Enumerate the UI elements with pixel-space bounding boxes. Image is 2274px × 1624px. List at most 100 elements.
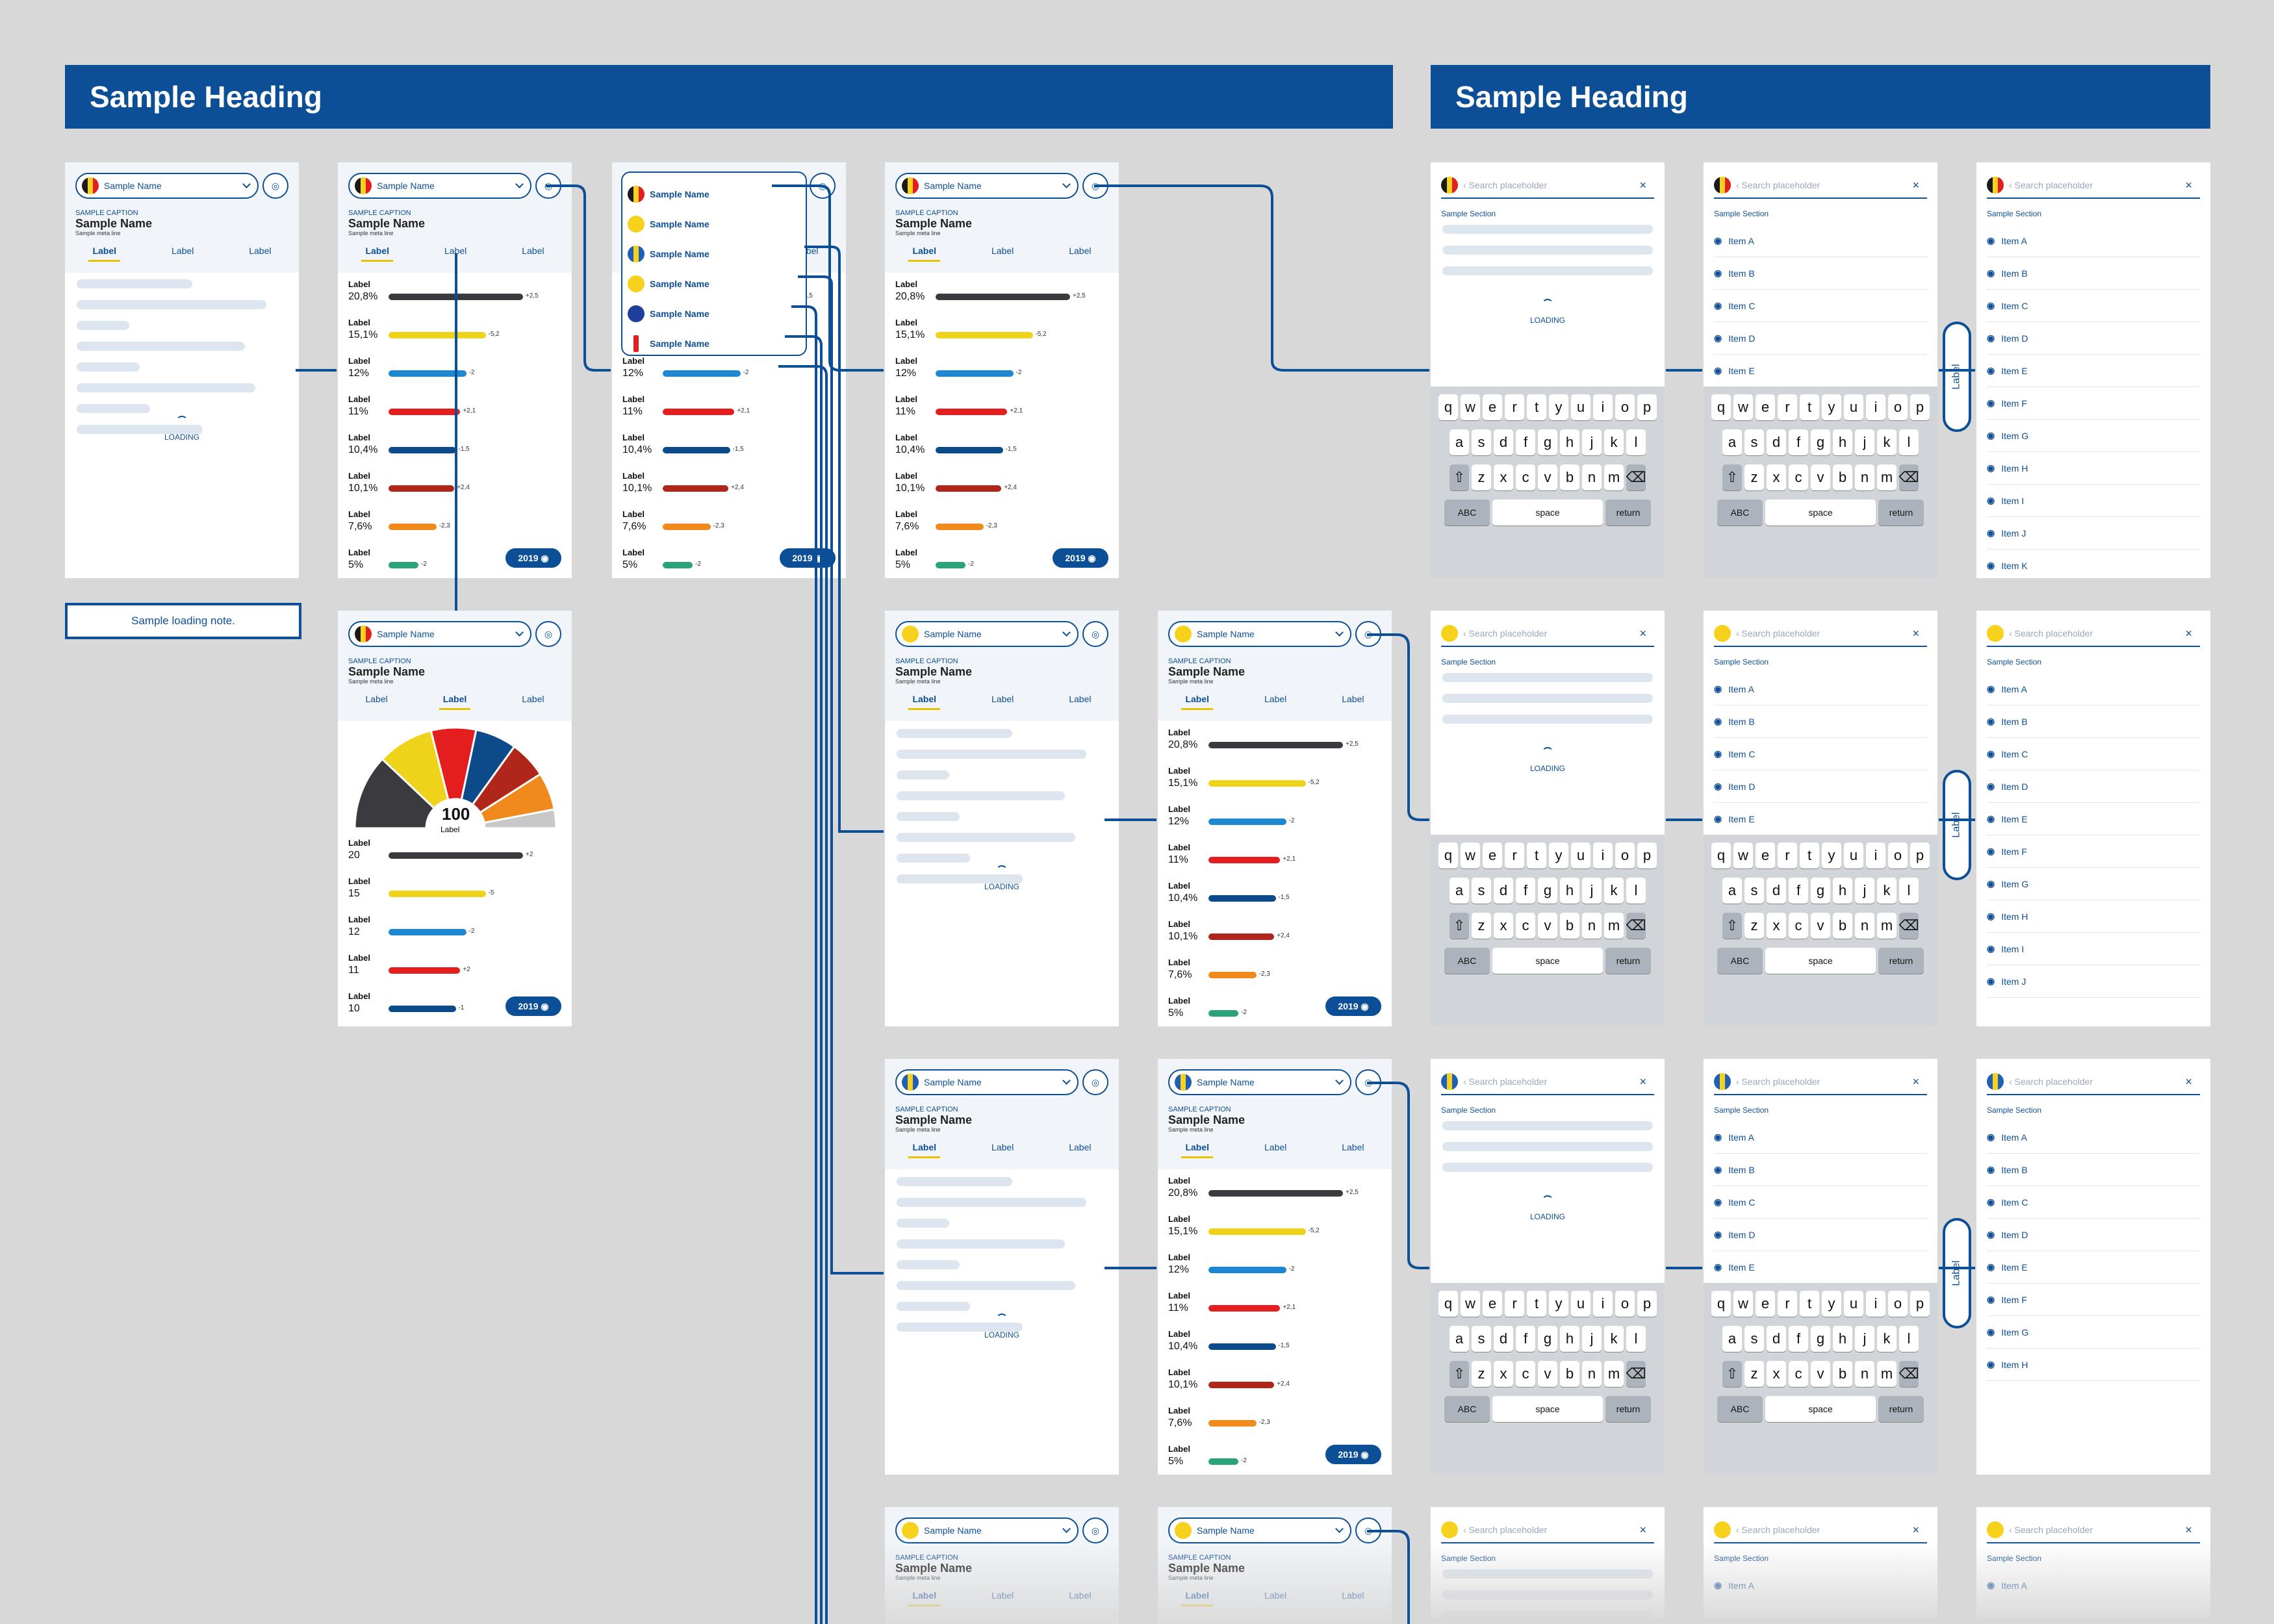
key[interactable]: c xyxy=(1789,913,1808,939)
key[interactable]: a xyxy=(1722,1326,1742,1352)
key[interactable]: e xyxy=(1483,394,1502,420)
key[interactable]: m xyxy=(1877,913,1897,939)
year-toggle-button[interactable]: 2019 ◉ xyxy=(505,996,561,1016)
list-item[interactable]: ◉ Item B xyxy=(1987,1154,2200,1186)
return-key[interactable]: return xyxy=(1878,1396,1924,1422)
key[interactable]: j xyxy=(1855,1326,1874,1352)
search-input[interactable]: ‹ Search placeholder × xyxy=(1987,621,2200,647)
abc-key[interactable]: ABC xyxy=(1717,1396,1763,1422)
key[interactable]: q xyxy=(1438,1291,1458,1317)
dropdown-option[interactable]: Sample Name xyxy=(628,179,800,209)
key[interactable]: e xyxy=(1483,843,1502,869)
tab-2[interactable]: Label xyxy=(522,246,544,256)
return-key[interactable]: return xyxy=(1605,1396,1651,1422)
key[interactable]: m xyxy=(1604,1361,1624,1387)
search-input[interactable]: ‹ Search placeholder × xyxy=(1987,173,2200,199)
year-toggle-button[interactable]: 2019 ◉ xyxy=(1325,1445,1381,1464)
key[interactable]: y xyxy=(1822,394,1841,420)
dropdown-option[interactable]: Sample Name xyxy=(628,209,800,239)
tab-0[interactable]: Label xyxy=(1181,694,1214,710)
key[interactable]: h xyxy=(1560,1326,1579,1352)
key[interactable]: g xyxy=(1811,878,1830,904)
list-item[interactable]: ◉ Item C xyxy=(1987,1186,2200,1219)
tab-0[interactable]: Label xyxy=(88,246,121,262)
year-toggle-button[interactable]: 2019 ◉ xyxy=(505,548,561,568)
key[interactable]: w xyxy=(1733,1291,1753,1317)
tab-2[interactable]: Label xyxy=(249,246,272,256)
tab-1[interactable]: Label xyxy=(991,1142,1014,1152)
key[interactable]: d xyxy=(1494,878,1513,904)
key[interactable]: v xyxy=(1538,913,1557,939)
return-key[interactable]: return xyxy=(1605,500,1651,526)
tab-2[interactable]: Label xyxy=(1069,1142,1092,1152)
parliament-select[interactable]: Sample Name xyxy=(895,1069,1079,1095)
key[interactable]: f xyxy=(1516,429,1535,455)
key[interactable]: r xyxy=(1505,843,1524,869)
key[interactable]: q xyxy=(1438,394,1458,420)
list-item[interactable]: ◉ Item H xyxy=(1987,1349,2200,1381)
key[interactable]: x xyxy=(1494,913,1513,939)
key[interactable]: x xyxy=(1767,464,1786,490)
list-item[interactable]: ◉ Item A xyxy=(1987,225,2200,257)
key[interactable]: f xyxy=(1789,878,1808,904)
close-icon[interactable]: × xyxy=(1912,1074,1919,1088)
key[interactable]: l xyxy=(1626,1326,1646,1352)
list-item[interactable]: ◉ Item G xyxy=(1987,868,2200,900)
search-input[interactable]: ‹ Search placeholder × xyxy=(1441,1069,1654,1095)
tab-0[interactable]: Label xyxy=(908,694,941,710)
list-item[interactable]: ◉ Item B xyxy=(1714,257,1927,290)
key[interactable]: q xyxy=(1438,843,1458,869)
parliament-select[interactable]: Sample Name xyxy=(1168,621,1351,647)
key[interactable]: u xyxy=(1571,843,1591,869)
list-item[interactable]: ◉ Item H xyxy=(1987,452,2200,485)
key[interactable]: s xyxy=(1472,429,1491,455)
key[interactable]: n xyxy=(1582,913,1602,939)
key[interactable]: d xyxy=(1767,878,1786,904)
key[interactable]: f xyxy=(1789,1326,1808,1352)
key[interactable]: b xyxy=(1560,1361,1579,1387)
parliament-select[interactable]: Sample Name xyxy=(1168,1069,1351,1095)
tab-1[interactable]: Label xyxy=(991,694,1014,704)
key[interactable]: u xyxy=(1844,394,1863,420)
key[interactable]: b xyxy=(1560,913,1579,939)
close-icon[interactable]: × xyxy=(1912,626,1919,640)
key[interactable]: e xyxy=(1756,1291,1775,1317)
search-input[interactable]: ‹ Search placeholder × xyxy=(1441,173,1654,199)
parliament-select[interactable]: Sample Name xyxy=(895,173,1079,199)
abc-key[interactable]: ABC xyxy=(1717,948,1763,974)
key[interactable]: i xyxy=(1866,1291,1885,1317)
key[interactable]: q xyxy=(1711,843,1731,869)
list-item[interactable]: ◉ Item A xyxy=(1714,1121,1927,1154)
tab-2[interactable]: Label xyxy=(1342,1142,1364,1152)
list-item[interactable]: ◉ Item C xyxy=(1714,738,1927,770)
search-input[interactable]: ‹ Search placeholder × xyxy=(1441,621,1654,647)
list-item[interactable]: ◉ Item D xyxy=(1987,322,2200,355)
key[interactable]: l xyxy=(1626,429,1646,455)
shift-key[interactable]: ⇧ xyxy=(1722,1361,1742,1387)
return-key[interactable]: return xyxy=(1605,948,1651,974)
key[interactable]: p xyxy=(1637,843,1657,869)
key[interactable]: i xyxy=(1866,843,1885,869)
key[interactable]: s xyxy=(1744,429,1764,455)
backspace-key[interactable]: ⌫ xyxy=(1626,1361,1646,1387)
list-item[interactable]: ◉ Item A xyxy=(1987,1121,2200,1154)
key[interactable]: j xyxy=(1855,429,1874,455)
key[interactable]: g xyxy=(1538,429,1557,455)
tab-0[interactable]: Label xyxy=(361,246,394,262)
abc-key[interactable]: ABC xyxy=(1444,948,1490,974)
key[interactable]: c xyxy=(1516,464,1535,490)
key[interactable]: f xyxy=(1516,1326,1535,1352)
list-item[interactable]: ◉ Item I xyxy=(1987,485,2200,517)
close-icon[interactable]: × xyxy=(1639,1074,1646,1088)
key[interactable]: x xyxy=(1494,464,1513,490)
key[interactable]: p xyxy=(1910,394,1930,420)
key[interactable]: k xyxy=(1877,429,1897,455)
space-key[interactable]: space xyxy=(1492,500,1603,526)
search-input[interactable]: ‹ Search placeholder × xyxy=(1714,1069,1927,1095)
list-item[interactable]: ◉ Item G xyxy=(1987,420,2200,452)
key[interactable]: k xyxy=(1604,1326,1624,1352)
list-item[interactable]: ◉ Item K xyxy=(1987,550,2200,578)
key[interactable]: o xyxy=(1615,1291,1635,1317)
key[interactable]: d xyxy=(1494,1326,1513,1352)
key[interactable]: g xyxy=(1811,1326,1830,1352)
